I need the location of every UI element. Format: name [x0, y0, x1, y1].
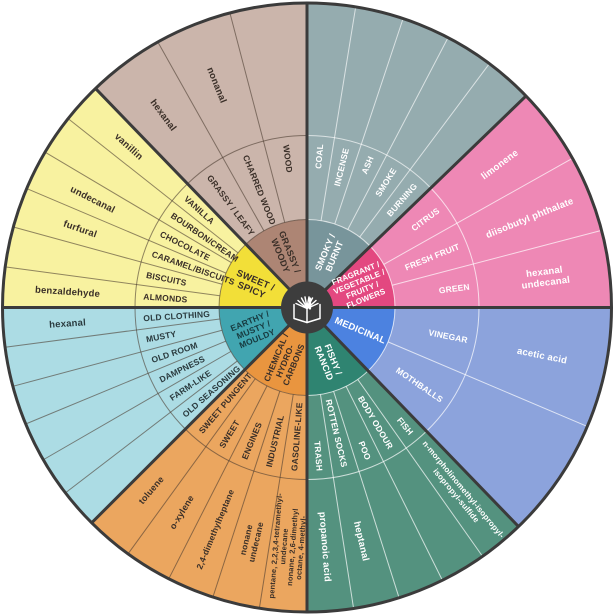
sector-ring-fragrant [370, 95, 612, 308]
slice-divider [14, 226, 223, 285]
sector-core-earthy-musty-mouldy [219, 307, 294, 370]
mid-arc [306, 430, 427, 480]
slice-divider [392, 230, 601, 286]
sector-core-fragrant [320, 246, 395, 308]
descriptor-label: COAL [313, 144, 325, 169]
slice-divider [68, 118, 239, 254]
descriptor-label: WOOD [281, 144, 295, 173]
sector-medicinal [320, 307, 612, 527]
sector-core-fishy-rancid [307, 321, 369, 396]
descriptor-label: OLD CLOTHING [143, 309, 210, 323]
mid-arc [187, 135, 308, 185]
slice-divider [128, 378, 256, 554]
slice-divider [27, 188, 227, 274]
mid-arc [306, 135, 432, 189]
sector-boundary [317, 94, 528, 298]
compound-label: propanoic acid [316, 511, 332, 582]
inner-arc [369, 246, 396, 308]
sector-ring-smoky-burnt [307, 3, 527, 247]
sector-core-smoky-burnt [307, 219, 371, 295]
sector-boundary [94, 87, 297, 298]
slice-divider [6, 318, 220, 348]
slice-divider [357, 379, 483, 556]
wheel-hub [281, 281, 333, 334]
slice-divider [347, 38, 449, 230]
slice-divider [43, 351, 232, 460]
slice-divider [229, 13, 286, 223]
sector-chemical-hydrocarbons [91, 320, 308, 612]
slice-divider [13, 329, 223, 387]
sector-ring-medicinal [368, 307, 612, 527]
sector-fragrant [320, 95, 612, 308]
slice-divider [319, 394, 354, 608]
slice-divider [383, 158, 572, 265]
sector-ring-chemical-hydrocarbons [91, 369, 308, 612]
slice-divider [168, 385, 268, 579]
slice-divider [334, 19, 404, 225]
slice-divider [359, 64, 490, 238]
mid-arc [430, 187, 480, 308]
sector-ring-earthy-musty-mouldy [2, 307, 245, 523]
sector-earthy-musty-mouldy [2, 307, 294, 523]
descriptor-label: TRASH [312, 441, 324, 472]
slice-divider [345, 386, 443, 580]
inner-arc [306, 370, 369, 396]
sector-sweet-spicy [2, 88, 294, 308]
slice-divider [333, 391, 400, 597]
sector-ring-sweet-spicy [2, 88, 246, 308]
slice-divider [157, 42, 265, 232]
sector-core-chemical-hydrocarbons [244, 320, 307, 396]
sector-smoky-burnt [306, 3, 527, 295]
descriptor-label: GREEN [438, 282, 470, 296]
compound-label: benzaldehyde [35, 285, 101, 300]
inner-arc [306, 219, 371, 247]
open-book-icon [293, 296, 321, 324]
slice-divider [212, 391, 281, 597]
inner-arc [218, 307, 246, 371]
inner-arc [244, 369, 308, 396]
inner-arc [245, 219, 308, 245]
mid-arc [185, 428, 308, 480]
sector-core-medicinal [320, 307, 395, 371]
descriptor-label: ALMONDS [143, 292, 188, 305]
sector-boundary [317, 317, 520, 528]
slice-divider [387, 341, 587, 427]
sector-core-grassy-woody [245, 219, 307, 294]
sector-grassy-woody [95, 3, 308, 294]
wheel-sectors [2, 3, 612, 612]
slice-divider [6, 266, 220, 297]
sector-core-sweet-spicy [219, 244, 294, 308]
slice-divider [45, 152, 232, 264]
compound-label: hexanal [49, 317, 86, 330]
sector-boundary [90, 317, 297, 524]
slice-divider [26, 340, 226, 425]
sector-ring-fishy-rancid [307, 370, 519, 612]
sector-ring-grassy-woody [95, 3, 307, 245]
sector-fishy-rancid [306, 321, 519, 612]
slice-divider [320, 7, 357, 221]
slice-divider [65, 360, 238, 493]
slice-divider [259, 394, 294, 608]
